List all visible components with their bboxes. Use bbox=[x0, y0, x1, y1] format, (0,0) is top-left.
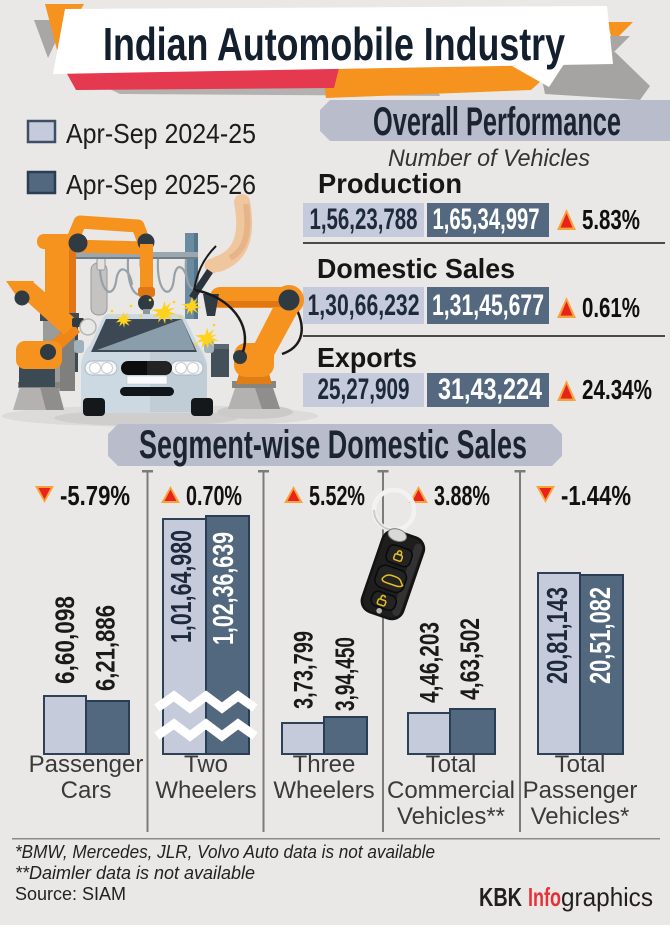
svg-text:**Daimler data is not availabl: **Daimler data is not available bbox=[15, 863, 255, 883]
svg-text:Commercial: Commercial bbox=[387, 777, 515, 804]
svg-text:3,73,799: 3,73,799 bbox=[289, 631, 319, 709]
svg-text:4,63,502: 4,63,502 bbox=[455, 618, 485, 700]
svg-text:Wheelers: Wheelers bbox=[155, 777, 256, 804]
svg-text:Domestic Sales: Domestic Sales bbox=[317, 253, 515, 284]
svg-text:4,46,203: 4,46,203 bbox=[415, 622, 445, 703]
svg-text:Apr-Sep 2024-25: Apr-Sep 2024-25 bbox=[66, 118, 256, 149]
svg-text:Three: Three bbox=[293, 751, 356, 778]
svg-text:Overall Performance: Overall Performance bbox=[373, 100, 621, 144]
svg-text:24.34%: 24.34% bbox=[582, 374, 652, 405]
svg-text:Production: Production bbox=[318, 168, 462, 199]
svg-text:20,81,143: 20,81,143 bbox=[542, 587, 574, 684]
svg-text:6,60,098: 6,60,098 bbox=[50, 596, 80, 684]
svg-text:-1.44%: -1.44% bbox=[561, 480, 631, 511]
svg-text:3.88%: 3.88% bbox=[434, 480, 490, 511]
svg-text:3,94,450: 3,94,450 bbox=[330, 637, 360, 711]
svg-text:Indian Automobile Industry: Indian Automobile Industry bbox=[103, 18, 565, 70]
svg-text:Passenger: Passenger bbox=[523, 777, 638, 804]
svg-text:1,56,23,788: 1,56,23,788 bbox=[310, 203, 418, 236]
svg-text:0.70%: 0.70% bbox=[186, 480, 242, 511]
svg-text:Total: Total bbox=[426, 751, 477, 778]
svg-text:Vehicles**: Vehicles** bbox=[397, 803, 505, 830]
svg-text:Number of Vehicles: Number of Vehicles bbox=[388, 145, 590, 172]
svg-text:5.52%: 5.52% bbox=[309, 480, 365, 511]
svg-text:1,65,34,997: 1,65,34,997 bbox=[433, 203, 540, 236]
svg-text:31,43,224: 31,43,224 bbox=[438, 373, 542, 406]
svg-text:-5.79%: -5.79% bbox=[60, 480, 130, 511]
svg-text:5.83%: 5.83% bbox=[582, 204, 640, 235]
svg-text:Wheelers: Wheelers bbox=[273, 777, 374, 804]
svg-text:graphics: graphics bbox=[561, 882, 653, 912]
svg-text:25,27,909: 25,27,909 bbox=[318, 373, 410, 406]
svg-text:Vehicles*: Vehicles* bbox=[531, 803, 630, 830]
svg-text:Cars: Cars bbox=[61, 777, 112, 804]
svg-text:6,21,886: 6,21,886 bbox=[91, 605, 121, 691]
svg-text:1,01,64,980: 1,01,64,980 bbox=[166, 530, 198, 643]
svg-text:20,51,082: 20,51,082 bbox=[585, 587, 617, 684]
svg-text:Info: Info bbox=[528, 882, 561, 912]
svg-text:Source: SIAM: Source: SIAM bbox=[15, 884, 126, 904]
svg-text:Two: Two bbox=[184, 751, 228, 778]
svg-text:1,30,66,232: 1,30,66,232 bbox=[308, 289, 420, 322]
svg-text:Apr-Sep 2025-26: Apr-Sep 2025-26 bbox=[66, 169, 256, 200]
svg-text:Segment-wise Domestic Sales: Segment-wise Domestic Sales bbox=[139, 423, 527, 467]
svg-text:0.61%: 0.61% bbox=[582, 292, 640, 323]
svg-text:KBK: KBK bbox=[479, 882, 522, 912]
svg-text:Passenger: Passenger bbox=[29, 751, 144, 778]
svg-text:Exports: Exports bbox=[317, 342, 417, 373]
svg-text:1,31,45,677: 1,31,45,677 bbox=[432, 289, 544, 322]
svg-text:*BMW, Mercedes, JLR, Volvo Aut: *BMW, Mercedes, JLR, Volvo Auto data is … bbox=[15, 842, 435, 862]
svg-text:Total: Total bbox=[555, 751, 606, 778]
svg-text:1,02,36,639: 1,02,36,639 bbox=[208, 532, 240, 645]
